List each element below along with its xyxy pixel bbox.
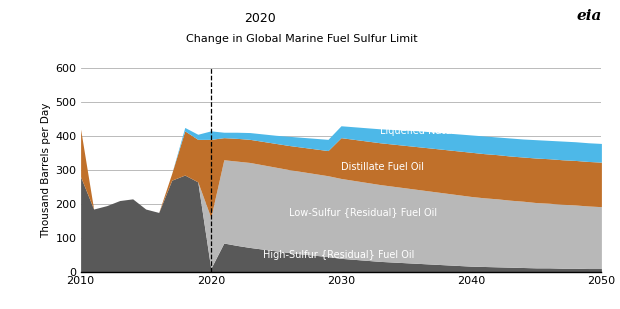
Y-axis label: Thousand Barrels per Day: Thousand Barrels per Day (41, 102, 51, 238)
Text: Distillate Fuel Oil: Distillate Fuel Oil (341, 162, 424, 171)
Text: Low-Sulfur {Residual} Fuel Oil: Low-Sulfur {Residual} Fuel Oil (289, 207, 437, 218)
Text: eia: eia (576, 9, 601, 23)
Text: Liquefied Natural Gas: Liquefied Natural Gas (380, 126, 486, 136)
Text: 2020: 2020 (244, 12, 277, 25)
Text: Change in Global Marine Fuel Sulfur Limit: Change in Global Marine Fuel Sulfur Limi… (186, 34, 418, 44)
Text: High-Sulfur {Residual} Fuel Oil: High-Sulfur {Residual} Fuel Oil (263, 250, 414, 260)
